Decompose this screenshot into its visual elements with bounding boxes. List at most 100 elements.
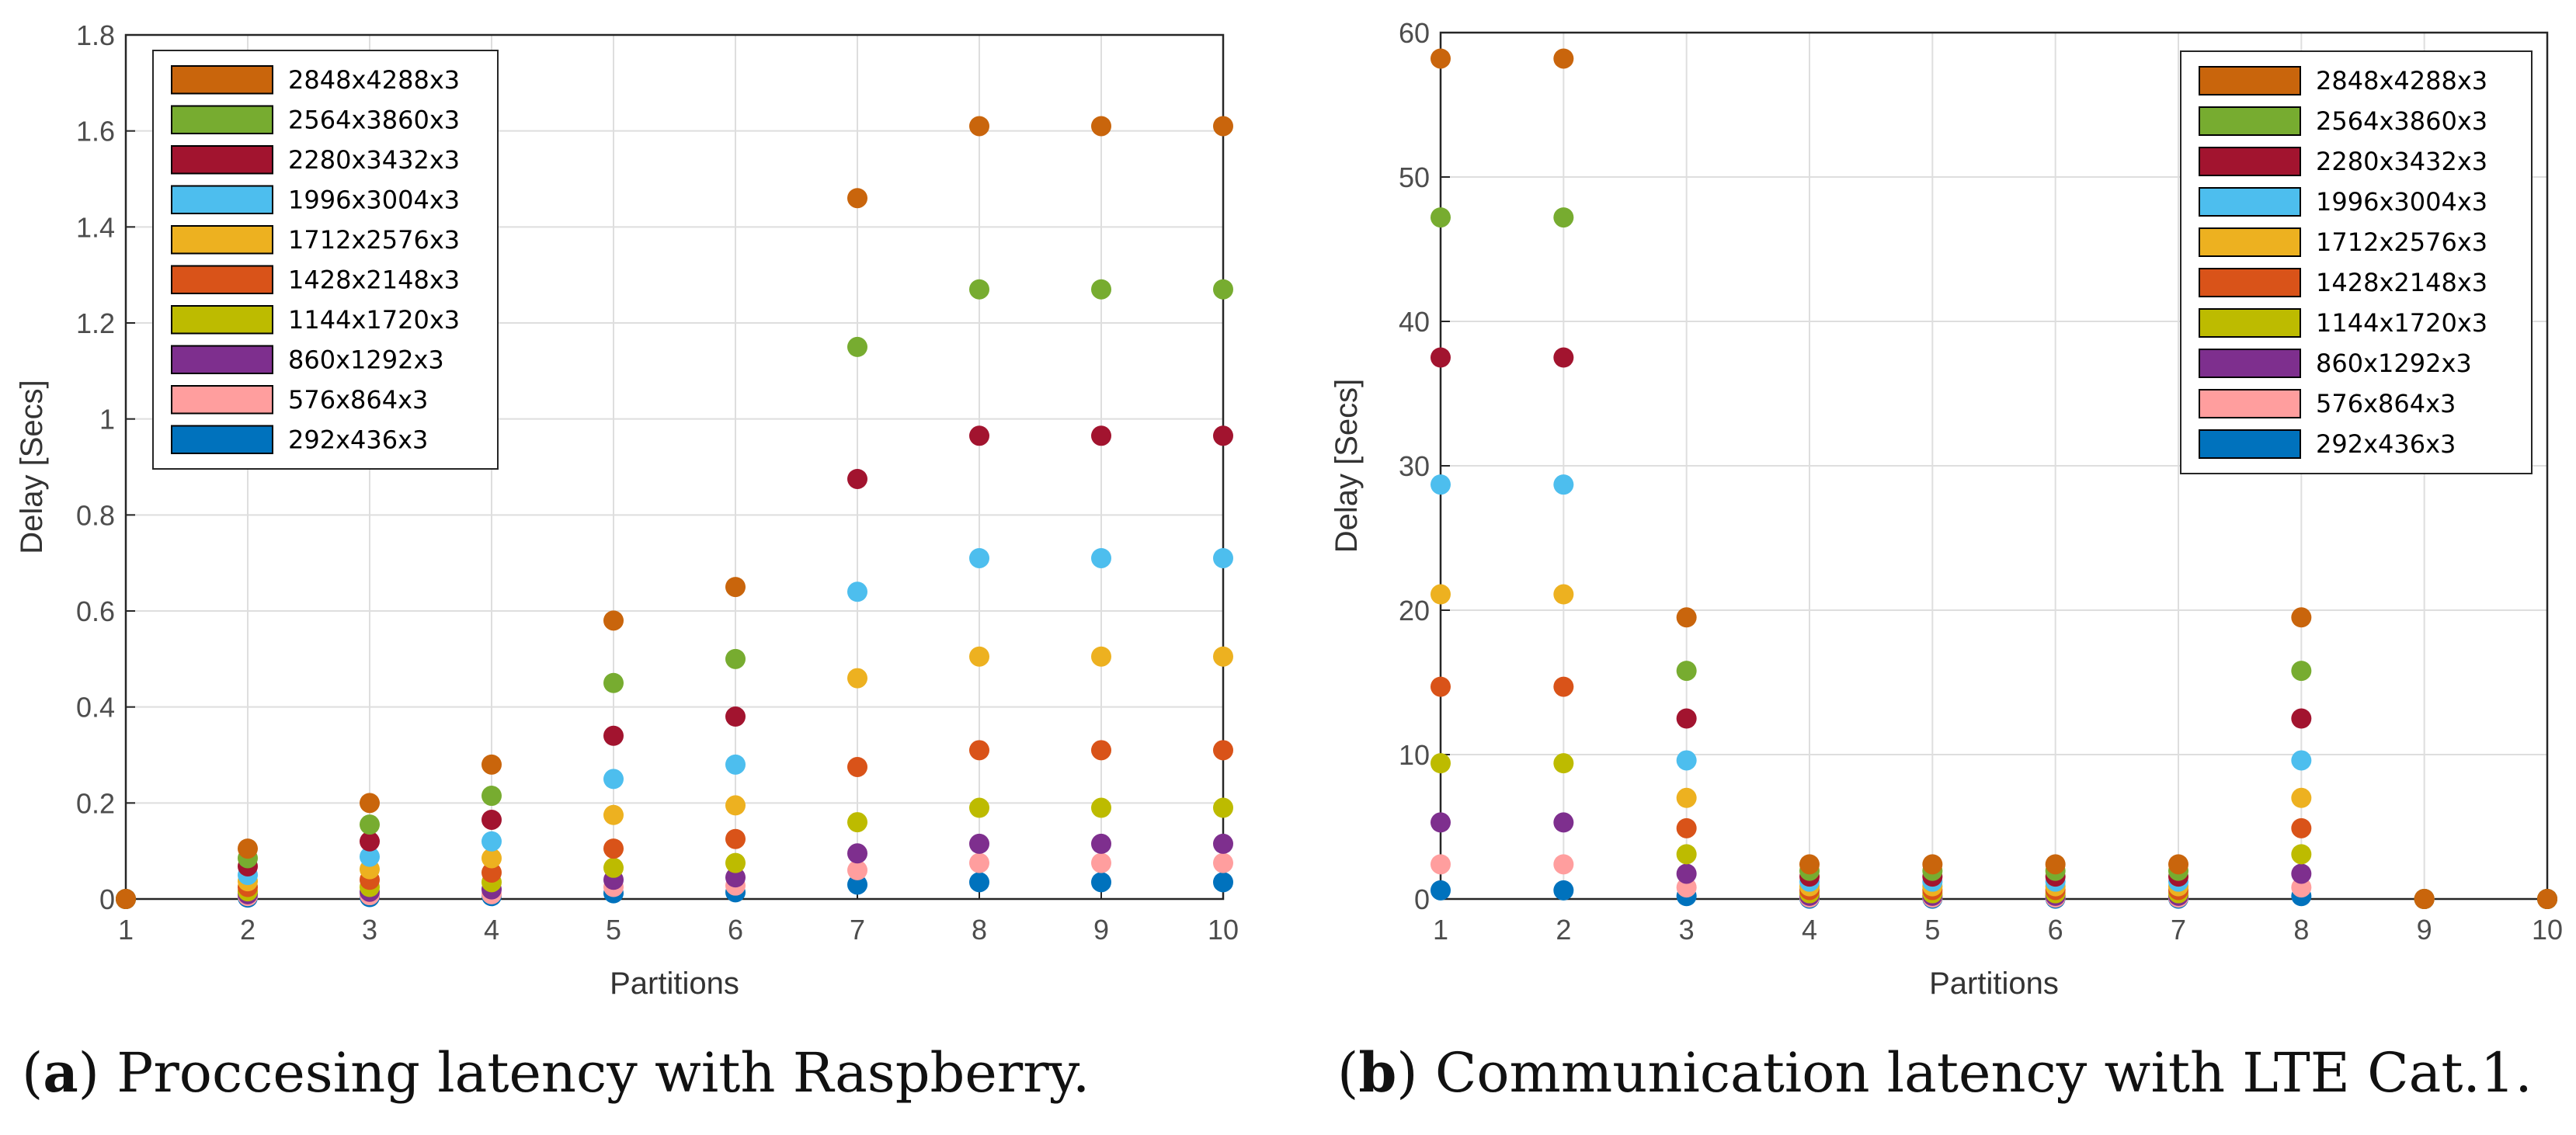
data-point (481, 754, 502, 775)
data-point (1676, 661, 1697, 682)
x-tick-label: 5 (606, 914, 621, 946)
data-point (1676, 844, 1697, 865)
legend-entry-label: 1428x2148x3 (288, 265, 460, 294)
data-point (1431, 753, 1451, 774)
legend-swatch (2199, 227, 2301, 257)
data-point (116, 889, 136, 909)
x-tick-label: 2 (240, 914, 256, 946)
data-point (1676, 863, 1697, 884)
data-point (725, 852, 746, 873)
x-tick-label: 9 (1093, 914, 1109, 946)
data-point (847, 468, 867, 489)
x-axis-label: Partitions (610, 967, 739, 1001)
x-tick-label: 8 (2293, 914, 2309, 946)
data-point (1431, 207, 1451, 228)
caption-a-letter: a (43, 1040, 78, 1105)
data-point (1431, 347, 1451, 368)
data-point (360, 846, 380, 867)
legend-entry-label: 2848x4288x3 (288, 65, 460, 95)
legend-swatch (171, 185, 273, 214)
data-point (2168, 854, 2188, 875)
y-tick-label: 20 (1399, 595, 1430, 627)
data-point (1431, 584, 1451, 605)
data-point (360, 814, 380, 835)
data-point (969, 872, 989, 893)
data-point (969, 425, 989, 446)
data-points (116, 116, 1233, 909)
data-point (603, 857, 624, 878)
x-tick-label: 4 (484, 914, 499, 946)
data-point (1213, 116, 1233, 137)
legend-entry-label: 1144x1720x3 (288, 305, 460, 335)
data-point (1213, 740, 1233, 761)
data-point (725, 577, 746, 598)
data-point (1676, 750, 1697, 771)
y-tick-label: 50 (1399, 161, 1430, 193)
x-tick-label: 6 (2048, 914, 2063, 946)
data-point (1213, 833, 1233, 854)
legend-swatch (171, 225, 273, 255)
legend-swatch (2199, 147, 2301, 176)
data-point (2045, 854, 2066, 875)
data-point (725, 867, 746, 888)
data-point (1213, 646, 1233, 667)
x-axis-label: Partitions (1929, 967, 2059, 1001)
legend-entry-label: 860x1292x3 (2316, 349, 2472, 378)
data-point (1799, 854, 1820, 875)
data-point (725, 795, 746, 816)
legend-swatch (2199, 187, 2301, 217)
data-point (2291, 817, 2312, 838)
legend-swatch (2199, 268, 2301, 297)
data-point (969, 279, 989, 300)
axes-box (1439, 31, 2549, 901)
data-point (1553, 48, 1574, 69)
caption-b: (b) Communication latency with LTE Cat.1… (1337, 1040, 2533, 1105)
data-point (1553, 812, 1574, 833)
y-tick-label: 60 (1399, 17, 1430, 49)
legend-swatch (171, 265, 273, 294)
y-tick-label: 1.2 (76, 307, 115, 339)
data-point (481, 848, 502, 869)
legend-swatch (2199, 106, 2301, 136)
legend-entry-label: 2280x3432x3 (2316, 147, 2487, 176)
data-point (1553, 753, 1574, 774)
legend-entry-label: 1996x3004x3 (288, 185, 460, 214)
data-point (847, 336, 867, 357)
legend-entry-label: 1144x1720x3 (2316, 308, 2487, 338)
x-tick-label: 3 (1679, 914, 1695, 946)
data-point (603, 769, 624, 790)
data-point (603, 672, 624, 693)
y-tick-label: 40 (1399, 306, 1430, 338)
data-point (1213, 797, 1233, 818)
data-point (725, 828, 746, 849)
legend-entry-label: 1712x2576x3 (288, 225, 460, 255)
data-point (1676, 607, 1697, 628)
data-point (481, 862, 502, 883)
data-point (2291, 844, 2312, 865)
data-point (1091, 547, 1111, 568)
x-tick-label: 1 (118, 914, 134, 946)
data-point (1553, 854, 1574, 875)
data-point (969, 646, 989, 667)
data-point (847, 859, 867, 880)
data-point (1213, 852, 1233, 873)
data-point (969, 116, 989, 137)
data-point (725, 648, 746, 669)
data-point (2414, 889, 2435, 909)
y-tick-label: 1 (99, 404, 115, 436)
data-point (603, 610, 624, 631)
legend-swatch (2199, 66, 2301, 95)
data-point (847, 812, 867, 833)
x-tick-label: 10 (2532, 914, 2563, 946)
legend: 2848x4288x3 2564x3860x3 2280x3432x3 1996x30… (2180, 50, 2533, 474)
y-axis-label: Delay [Secs] (15, 380, 49, 554)
legend-swatch (171, 385, 273, 415)
data-point (1091, 740, 1111, 761)
data-point (1553, 474, 1574, 495)
legend-entry-label: 2848x4288x3 (2316, 66, 2487, 95)
data-point (969, 740, 989, 761)
legend-entry-label: 1428x2148x3 (2316, 268, 2487, 297)
legend-entry-label: 292x436x3 (2316, 429, 2456, 459)
data-point (1091, 797, 1111, 818)
